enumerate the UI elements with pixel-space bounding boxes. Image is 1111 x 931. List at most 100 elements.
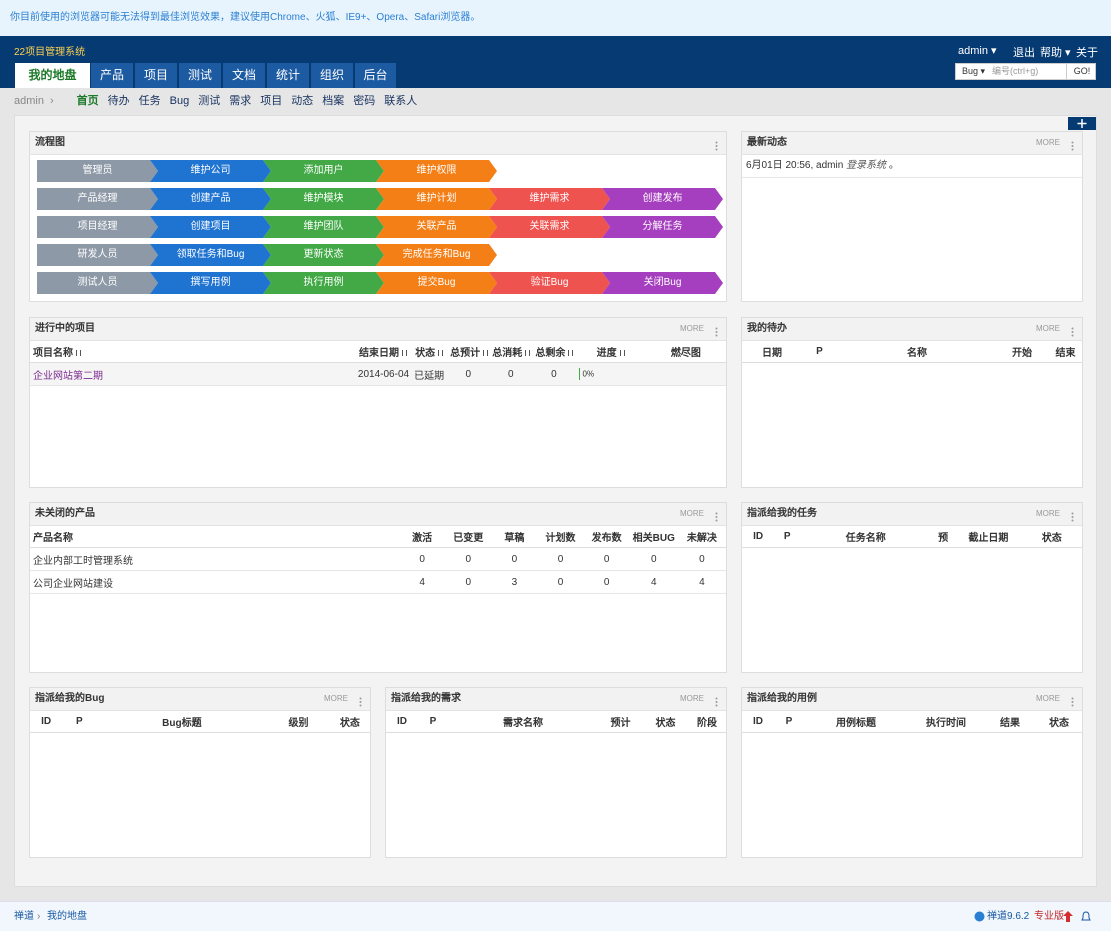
dynamic-action[interactable]: 登录系统: [846, 160, 887, 171]
column-header[interactable]: 激活: [399, 526, 446, 548]
help[interactable]: 帮助: [1040, 47, 1062, 59]
flow-step[interactable]: 添加用户: [263, 160, 384, 182]
block-menu[interactable]: [715, 694, 718, 716]
flow-step[interactable]: 更新状态: [263, 244, 384, 266]
edition[interactable]: 专业版: [1034, 911, 1064, 922]
column-header[interactable]: 状态: [411, 341, 448, 363]
column-header[interactable]: 燃尽图: [645, 341, 726, 363]
flow-step[interactable]: 创建项目: [150, 216, 271, 238]
nav-tab[interactable]: 后台: [355, 63, 396, 88]
block-menu[interactable]: [1071, 138, 1074, 160]
sub-nav-item[interactable]: 需求: [229, 95, 252, 107]
flow-step[interactable]: 维护权限: [376, 160, 497, 182]
sub-nav-item[interactable]: 密码: [353, 95, 376, 107]
flow-step[interactable]: 分解任务: [602, 216, 723, 238]
block-menu[interactable]: [715, 509, 718, 531]
flow-step[interactable]: 验证Bug: [489, 272, 610, 294]
nav-tab[interactable]: 文档: [223, 63, 265, 88]
column-header[interactable]: 产品名称: [30, 526, 400, 548]
user-menu[interactable]: admin ▾: [958, 45, 997, 57]
breadcrumb-current[interactable]: 我的地盘: [47, 911, 87, 922]
thead: 产品名称 激活 已变更 草稿 计划数 发布数 相关BUG 未解决: [30, 526, 726, 548]
nav-tab[interactable]: 产品: [91, 63, 133, 88]
search-input[interactable]: 编号(ctrl+g): [992, 66, 1039, 76]
column-header[interactable]: 已变更: [445, 526, 492, 548]
logo-icon: [974, 911, 985, 922]
version[interactable]: 禅道9.6.2: [987, 911, 1030, 922]
column-header[interactable]: 相关BUG: [629, 526, 678, 548]
column-header[interactable]: 进度: [575, 341, 646, 363]
user-name[interactable]: admin: [958, 45, 988, 57]
search-type-label[interactable]: Bug: [962, 66, 979, 76]
column-header[interactable]: 发布数: [583, 526, 630, 548]
block-menu[interactable]: [359, 694, 362, 716]
flow-step[interactable]: 关闭Bug: [602, 272, 723, 294]
column-header: 预计: [598, 711, 643, 733]
flow-step[interactable]: 关联产品: [376, 216, 497, 238]
block-header: 指派给我的需求 MORE: [386, 688, 726, 711]
nav-tab[interactable]: 我的地盘: [15, 63, 90, 88]
more-link[interactable]: MORE: [1036, 324, 1060, 333]
sub-nav-item[interactable]: 测试: [198, 95, 221, 107]
column-header[interactable]: 计划数: [537, 526, 584, 548]
flow-step[interactable]: 领取任务和Bug: [150, 244, 271, 266]
add-block-button[interactable]: [1068, 117, 1096, 130]
block-menu[interactable]: [715, 138, 718, 160]
block-title: 指派给我的用例: [747, 693, 817, 704]
block-menu[interactable]: [1071, 509, 1074, 531]
flow-step[interactable]: 提交Bug: [376, 272, 497, 294]
column-header[interactable]: 总消耗: [489, 341, 533, 363]
nav-tab[interactable]: 统计: [267, 63, 309, 88]
more-link[interactable]: MORE: [1036, 694, 1060, 703]
flow-step[interactable]: 维护团队: [263, 216, 384, 238]
flow-step[interactable]: 维护公司: [150, 160, 271, 182]
project-link[interactable]: 企业网站第二期: [33, 370, 103, 382]
flow-step[interactable]: 创建发布: [602, 188, 723, 210]
cell-text: 0: [465, 368, 471, 380]
flow-step[interactable]: 创建产品: [150, 188, 271, 210]
sub-nav-item[interactable]: Bug: [169, 95, 190, 107]
sub-nav-item[interactable]: 项目: [260, 95, 283, 107]
flow-step[interactable]: 撰写用例: [150, 272, 271, 294]
more-link[interactable]: MORE: [324, 694, 348, 703]
help-menu[interactable]: 帮助 ▾: [1040, 47, 1071, 59]
breadcrumb-home[interactable]: 禅道: [14, 911, 34, 922]
flow-step[interactable]: 维护计划: [376, 188, 497, 210]
flow-step[interactable]: 完成任务和Bug: [376, 244, 497, 266]
thead: ID P 需求名称 预计 状态 阶段: [386, 711, 726, 733]
more-link[interactable]: MORE: [1036, 509, 1060, 518]
nav-tab[interactable]: 测试: [179, 63, 221, 88]
sub-nav-item[interactable]: 首页: [76, 95, 99, 107]
sub-nav-item[interactable]: 档案: [322, 95, 345, 107]
nav-tab[interactable]: 项目: [135, 63, 177, 88]
search-button[interactable]: GO!: [1066, 64, 1097, 79]
column-header: 任务名称: [800, 526, 932, 548]
sub-nav-item[interactable]: 任务: [138, 95, 161, 107]
flow-step[interactable]: 执行用例: [263, 272, 384, 294]
column-header[interactable]: 草稿: [491, 526, 538, 548]
column-header[interactable]: 项目名称: [30, 341, 355, 363]
flow-step[interactable]: 维护需求: [489, 188, 610, 210]
more-link[interactable]: MORE: [1036, 138, 1060, 147]
more-link[interactable]: MORE: [680, 509, 704, 518]
block-menu[interactable]: [1071, 324, 1074, 346]
nav-tab[interactable]: 组织: [311, 63, 353, 88]
column-header[interactable]: 总预计: [447, 341, 490, 363]
logout[interactable]: 退出: [1013, 47, 1035, 59]
block-menu[interactable]: [1071, 694, 1074, 716]
more-link[interactable]: MORE: [680, 324, 704, 333]
block-menu[interactable]: [715, 324, 718, 346]
flow-step[interactable]: 维护模块: [263, 188, 384, 210]
brand[interactable]: 22项目管理系统: [14, 47, 86, 58]
dynamic-end: 。: [888, 160, 899, 171]
column-header[interactable]: 结束日期: [354, 341, 412, 363]
about[interactable]: 关于: [1076, 47, 1098, 59]
sub-nav-item[interactable]: 动态: [291, 95, 314, 107]
search-type[interactable]: Bug ▾: [962, 66, 986, 76]
sub-nav-item[interactable]: 联系人: [384, 95, 418, 107]
column-header[interactable]: 总剩余: [532, 341, 576, 363]
flow-step[interactable]: 关联需求: [489, 216, 610, 238]
sub-nav-item[interactable]: 待办: [107, 95, 130, 107]
column-header[interactable]: 未解决: [677, 526, 726, 548]
more-link[interactable]: MORE: [680, 694, 704, 703]
